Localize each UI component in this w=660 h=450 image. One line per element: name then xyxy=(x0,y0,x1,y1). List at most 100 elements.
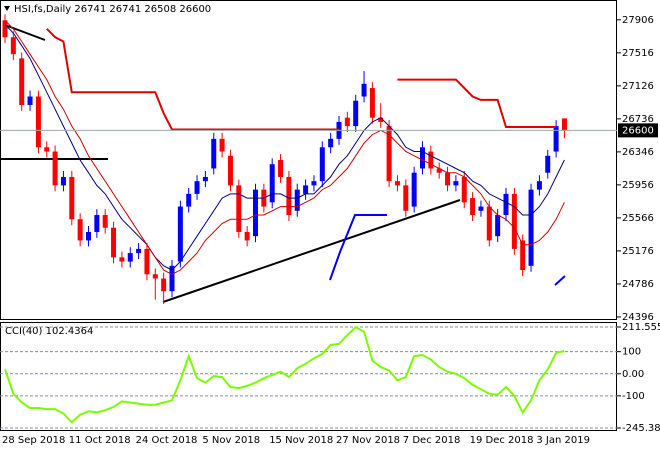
candle-body xyxy=(528,189,534,266)
y-tick-label: 24396 xyxy=(622,312,654,323)
candle-body xyxy=(111,227,117,258)
candle-body xyxy=(27,96,33,105)
y-tick-label: 0.00 xyxy=(622,369,644,380)
candle-body xyxy=(202,176,208,182)
candle-body xyxy=(411,172,417,207)
candle-body xyxy=(278,160,284,177)
candle-body xyxy=(394,181,400,186)
candle-body xyxy=(503,193,509,216)
y-tick-label: 100 xyxy=(622,347,641,358)
candle-body xyxy=(2,20,8,38)
y-tick-label: 211.5552 xyxy=(622,322,660,333)
candle-body xyxy=(369,88,375,118)
candle-body xyxy=(319,147,325,182)
candle-body xyxy=(119,257,125,262)
candle-body xyxy=(361,83,367,97)
candle-body xyxy=(520,240,526,271)
candle-body xyxy=(161,278,167,292)
y-tick-label: 25566 xyxy=(622,213,654,224)
indicator-line xyxy=(4,19,565,275)
candle-body xyxy=(420,147,425,169)
candle-body xyxy=(144,248,150,275)
y-tick-label: 27906 xyxy=(622,15,654,26)
candle-body xyxy=(294,189,300,211)
indicator-segment xyxy=(329,214,387,281)
y-tick-label: -245.384 xyxy=(622,423,660,434)
candle-body xyxy=(186,193,192,207)
candle-body xyxy=(77,219,83,241)
candle-body xyxy=(286,176,292,216)
x-tick-label: 28 Sep 2018 xyxy=(2,435,65,446)
candle-body xyxy=(127,253,133,262)
candle-body xyxy=(169,265,175,292)
last-price-label: 26600 xyxy=(622,125,654,136)
y-tick-label: 26736 xyxy=(622,114,654,125)
candle-body xyxy=(35,96,41,148)
indicator-line xyxy=(46,28,557,131)
x-tick-label: 19 Dec 2018 xyxy=(470,435,534,446)
candle-body xyxy=(211,138,217,169)
candle-body xyxy=(453,181,459,186)
x-tick-label: 15 Nov 2018 xyxy=(269,435,333,446)
candle-body xyxy=(545,155,551,173)
candle-body xyxy=(561,118,567,131)
candle-body xyxy=(227,155,233,186)
candle-body xyxy=(303,185,309,194)
candle-body xyxy=(511,193,517,249)
indicator-segment xyxy=(554,275,566,286)
candle-body xyxy=(536,181,542,190)
y-tick-label: 26346 xyxy=(622,147,654,158)
candle-body xyxy=(553,126,559,152)
y-tick-label: 24786 xyxy=(622,279,654,290)
x-tick-label: 5 Nov 2018 xyxy=(202,435,260,446)
candle-body xyxy=(378,117,384,122)
candle-body xyxy=(102,215,108,228)
x-tick-label: 27 Nov 2018 xyxy=(336,435,400,446)
y-tick-label: 25956 xyxy=(622,180,654,191)
candle-body xyxy=(353,100,359,127)
candle-body xyxy=(60,176,66,186)
candle-body xyxy=(44,147,50,152)
candle-body xyxy=(244,231,250,241)
y-tick-label: 27126 xyxy=(622,81,654,92)
candle-body xyxy=(136,248,142,254)
candle-body xyxy=(177,206,183,262)
candle-body xyxy=(194,181,200,194)
cci-panel-frame xyxy=(0,322,617,431)
candle-body xyxy=(344,117,350,127)
candle-body xyxy=(495,215,501,237)
candle-body xyxy=(253,189,258,237)
y-tick-label: 27516 xyxy=(622,48,654,59)
x-tick-label: 24 Oct 2018 xyxy=(136,435,198,446)
last-price-box xyxy=(618,123,658,138)
candle-body xyxy=(461,176,467,203)
candle-body xyxy=(403,185,409,211)
y-tick-label: 25176 xyxy=(622,246,654,257)
candle-body xyxy=(52,151,58,186)
candle-body xyxy=(428,151,434,169)
candle-body xyxy=(478,206,484,211)
candle-body xyxy=(486,206,492,241)
y-tick-label: -100 xyxy=(622,391,645,402)
candle-body xyxy=(19,58,25,105)
x-tick-label: 3 Jan 2019 xyxy=(536,435,590,446)
candle-body xyxy=(86,231,91,241)
candle-body xyxy=(386,126,392,182)
candle-body xyxy=(152,274,158,279)
chart-title: HSI,fs,Daily 26741 26741 26508 26600 xyxy=(14,4,211,15)
candle-body xyxy=(10,37,16,55)
candle-body xyxy=(436,168,442,173)
candle-body xyxy=(328,138,334,148)
indicator-line xyxy=(4,325,565,424)
candle-body xyxy=(94,215,100,232)
indicator-line xyxy=(4,24,565,271)
collapse-icon xyxy=(4,6,10,11)
candle-body xyxy=(69,176,75,220)
candle-body xyxy=(236,185,242,232)
candle-body xyxy=(219,138,225,152)
x-tick-label: 7 Dec 2018 xyxy=(403,435,461,446)
cci-title: CCI(40) 102.4364 xyxy=(5,326,93,337)
candle-body xyxy=(470,198,476,216)
